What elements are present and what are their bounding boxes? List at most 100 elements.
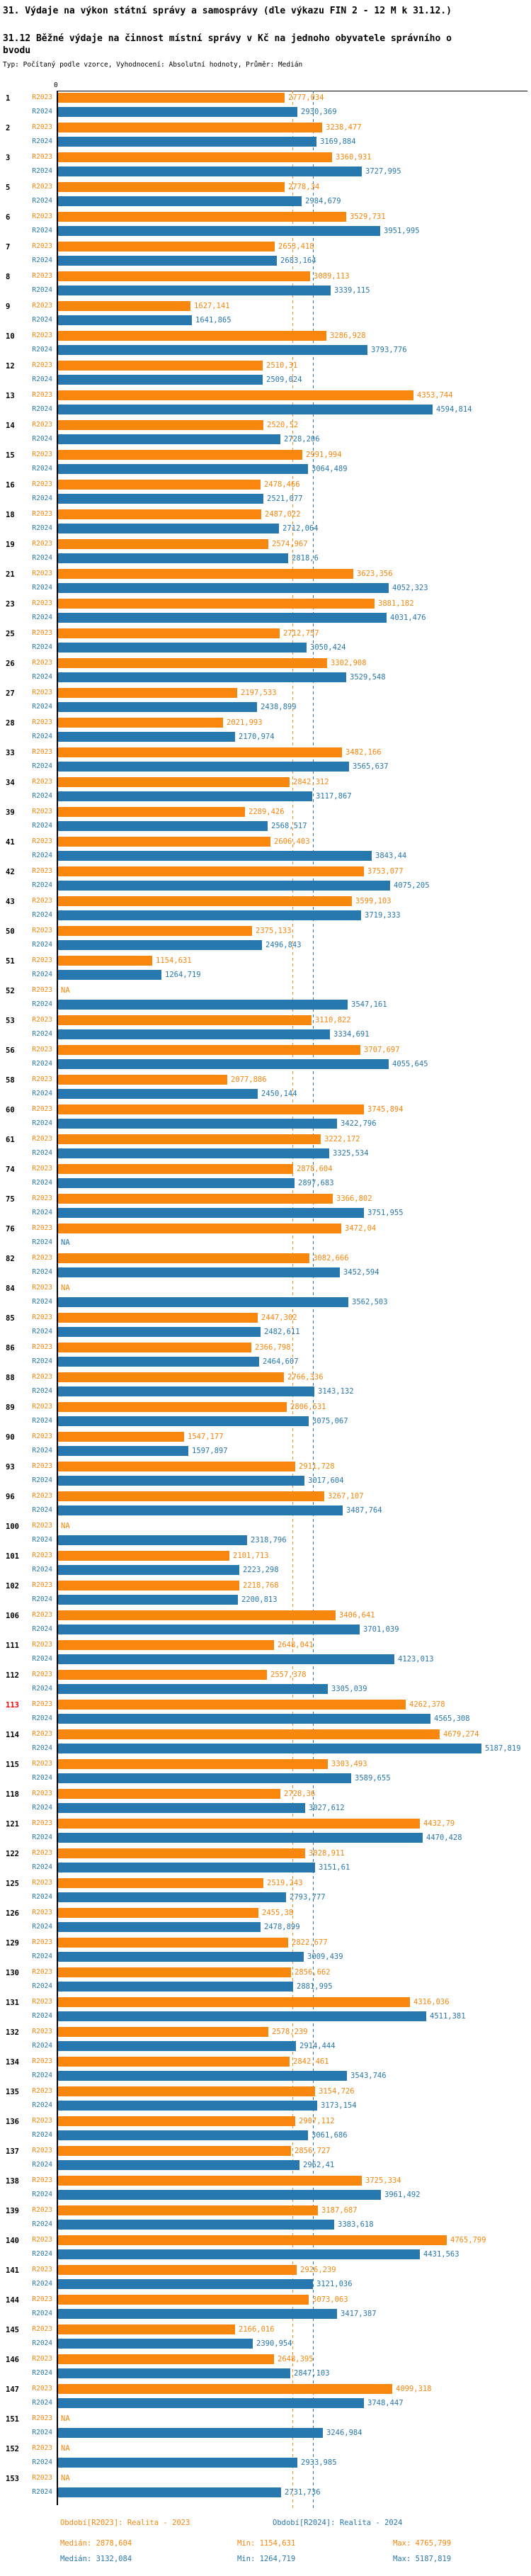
bar-r2023 [58,361,263,371]
bar-row-r2024: R2024 3121,036 [32,2279,531,2289]
bar-row-r2024: R2024 1641,865 [32,315,531,325]
bar-r2023 [58,1938,288,1948]
series-label-r2024: R2024 [32,852,52,859]
row-index-label: 86 [6,1344,15,1352]
row-index-label: 1 [6,94,11,103]
row-index-label: 2 [6,124,11,132]
bar-row-r2023: R2023 3222,172 [32,1134,531,1144]
series-label-r2023: R2023 [32,302,52,310]
bar-r2023 [58,1670,267,1680]
series-label-r2023: R2023 [32,1760,52,1768]
series-label-r2023: R2023 [32,1819,52,1827]
series-label-r2023: R2023 [32,867,52,875]
series-label-r2024: R2024 [32,2012,52,2020]
bar-r2024 [58,464,308,474]
row-index-label: 21 [6,570,15,579]
bar-group: 84 R2023 NA R2024 3562,503 [0,1283,531,1313]
series-label-r2024: R2024 [32,256,52,264]
series-label-r2024: R2024 [32,1834,52,1841]
bar-r2023 [58,152,332,162]
bar-row-r2023: R2023 3725,334 [32,2176,531,2186]
bar-r2024 [58,643,307,653]
bar-r2024 [58,2041,296,2051]
legend-max-r2024: Max: 5187,819 [393,2555,452,2563]
series-label-r2024: R2024 [32,2042,52,2050]
value-label-r2023: 2218,768 [243,1581,279,1590]
series-label-r2024: R2024 [32,2339,52,2347]
bar-row-r2024: R2024 3334,691 [32,1029,531,1039]
series-label-r2024: R2024 [32,1923,52,1931]
series-label-r2024: R2024 [32,1774,52,1782]
bar-row-r2024: R2024 4031,476 [32,613,531,623]
bar-row-r2023: R2023 3529,731 [32,212,531,222]
bar-group: 106 R2023 3406,641 R2024 3701,039 [0,1610,531,1640]
bar-r2024 [58,524,279,533]
bar-row-r2023: R2023 2289,426 [32,807,531,817]
value-label-r2024: 4123,013 [398,1655,434,1663]
bar-r2023 [58,956,152,966]
value-label-r2023: 2289,426 [249,808,285,816]
row-index-label: 61 [6,1136,15,1144]
series-label-r2024: R2024 [32,911,52,919]
bar-r2023 [58,2354,274,2364]
series-label-r2023: R2023 [32,2266,52,2273]
row-index-label: 75 [6,1195,15,1204]
value-label-r2023: 3154,726 [319,2087,355,2096]
bar-row-r2024: R2024 2712,064 [32,524,531,533]
bar-r2024 [58,702,257,712]
bar-row-r2023: R2023 2197,533 [32,688,531,698]
series-label-r2023: R2023 [32,2028,52,2035]
bar-group: 16 R2023 2478,466 R2024 2521,077 [0,480,531,509]
bar-r2024 [58,1357,259,1367]
bar-r2024 [58,910,361,920]
bar-r2024 [58,1833,423,1843]
value-label-r2024: 3719,333 [365,911,401,920]
bar-row-r2024: R2024 2793,777 [32,1892,531,1902]
value-label-r2024: 3565,637 [353,762,389,771]
value-label-r2024: 3117,867 [316,792,352,801]
series-label-r2024: R2024 [32,2458,52,2466]
bar-r2023 [58,1075,227,1085]
value-label-r2024: 3529,548 [350,673,386,682]
row-index-label: 43 [6,898,15,906]
series-label-r2023: R2023 [32,927,52,934]
bar-r2024 [58,1029,330,1039]
value-label-r2023: 2766,336 [287,1373,324,1382]
value-label-r2023: 2648,041 [278,1641,314,1649]
legend-max-r2023: Max: 4765,799 [393,2539,452,2548]
value-label-r2024: 3064,489 [312,465,348,473]
value-label-r2023: 2911,728 [299,1462,335,1471]
series-label-r2024: R2024 [32,554,52,562]
value-label-r2023: 3028,911 [309,1849,345,1858]
bar-r2024 [58,851,372,861]
value-label-r2023: 2856,662 [295,1968,331,1977]
series-label-r2023: R2023 [32,1165,52,1173]
series-label-r2023: R2023 [32,1462,52,1470]
series-label-r2024: R2024 [32,2250,52,2258]
series-label-r2023: R2023 [32,1730,52,1738]
bar-r2024 [58,970,161,980]
bar-r2023 [58,747,342,757]
series-label-r2024: R2024 [32,286,52,294]
bar-group: 136 R2023 2907,112 R2024 3061,686 [0,2116,531,2146]
row-index-label: 151 [6,2415,19,2424]
series-label-r2023: R2023 [32,1492,52,1500]
bar-group: 33 R2023 3482,166 R2024 3565,637 [0,747,531,777]
bar-row-r2024: R2024 2482,611 [32,1327,531,1337]
series-label-r2023: R2023 [32,2355,52,2363]
bar-row-r2024: R2024 3064,489 [32,464,531,474]
series-label-r2023: R2023 [32,1284,52,1292]
row-index-label: 39 [6,808,15,817]
value-label-r2023: 2366,798 [255,1343,291,1352]
bar-row-r2024: R2024 2170,974 [32,732,531,742]
bar-r2024 [58,1952,304,1962]
value-label-r2024: 3027,612 [309,1804,345,1812]
value-label-r2024: 3727,995 [365,167,401,176]
legend-median-r2024: Medián: 3132,084 [60,2555,132,2563]
series-label-r2023: R2023 [32,1938,52,1946]
value-label-r2024: 2464,607 [263,1357,299,1366]
series-label-r2024: R2024 [32,2191,52,2198]
series-label-r2023: R2023 [32,570,52,577]
value-label-r2023: 2777,034 [288,94,324,102]
bar-r2023 [58,212,346,222]
